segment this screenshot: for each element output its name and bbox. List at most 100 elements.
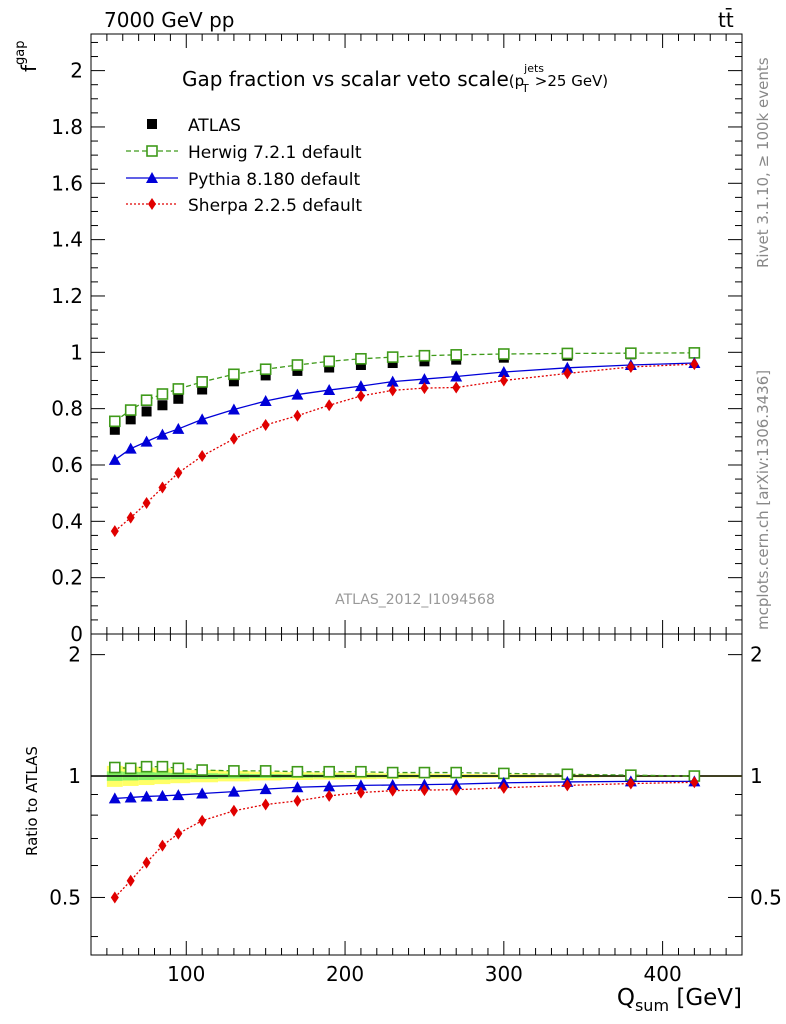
sherpa-point <box>110 525 119 538</box>
y-tick-label: 1.6 <box>51 171 83 195</box>
herwig-ratio-point <box>418 766 431 779</box>
legend-label: Sherpa 2.2.5 default <box>188 196 362 216</box>
sherpa-ratio-point <box>356 786 365 799</box>
sherpa-point <box>452 381 461 394</box>
analysis-watermark: ATLAS_2012_I1094568 <box>335 592 495 608</box>
pythia-point <box>172 422 185 434</box>
sherpa-ratio-point <box>174 827 183 840</box>
herwig-point <box>196 376 208 388</box>
sherpa-ratio-point <box>158 839 167 852</box>
legend-marker <box>146 172 158 183</box>
pythia-ratio-point <box>323 780 336 792</box>
pythia-point <box>259 395 272 407</box>
herwig-ratio-point <box>109 761 121 774</box>
pythia-point <box>227 403 240 415</box>
y-axis-title: fgap <box>13 40 41 72</box>
herwig-point <box>323 355 335 368</box>
herwig-ratio-point <box>291 765 304 778</box>
pythia-ratio-point <box>140 790 153 802</box>
herwig-ratio-point <box>156 760 169 773</box>
pythia-point <box>140 435 153 447</box>
sherpa-ratio-point <box>229 804 238 817</box>
atlas-point <box>228 376 239 387</box>
herwig-point <box>140 394 153 406</box>
y-tick-label: 0 <box>70 622 83 646</box>
herwig-point <box>124 404 137 416</box>
herwig-point <box>228 368 240 381</box>
y-tick-label: 0.8 <box>51 397 83 421</box>
pythia-ratio-point <box>196 787 209 799</box>
sherpa-ratio-point <box>293 794 302 807</box>
sherpa-point <box>174 466 183 479</box>
herwig-ratio-point <box>259 765 272 777</box>
chart-title: Gap fraction vs scalar veto scale(pjets T… <box>182 62 608 95</box>
pythia-point <box>291 388 304 400</box>
pythia-point <box>124 442 137 454</box>
sherpa-ratio-point <box>626 777 635 790</box>
herwig-ratio-point <box>228 765 240 777</box>
y-tick-label: 1.4 <box>51 228 83 252</box>
pythia-point <box>386 375 399 387</box>
herwig-point <box>172 383 185 395</box>
y-tick-label: 0.2 <box>51 566 83 590</box>
x-tick-label: 400 <box>644 962 682 986</box>
sherpa-point <box>420 382 429 395</box>
atlas-point <box>324 362 335 373</box>
pythia-ratio-point <box>227 785 240 797</box>
ratio-axis-title: Ratio to ATLAS <box>23 746 41 856</box>
atlas-point <box>197 384 208 395</box>
x-axis-title: Qsum [GeV] <box>617 985 742 1015</box>
y-tick-label: 1.2 <box>51 284 83 308</box>
herwig-point <box>688 347 701 359</box>
atlas-point <box>355 359 366 370</box>
herwig-ratio-point <box>140 760 153 773</box>
ratio-tick-label-right: 2 <box>750 643 763 667</box>
sherpa-point <box>690 358 699 371</box>
y-tick-label: 0.6 <box>51 453 83 477</box>
ratio-tick-label-right: 0.5 <box>750 885 782 909</box>
herwig-point <box>386 351 399 363</box>
legend-label: Pythia 8.180 default <box>188 170 361 190</box>
sherpa-point <box>563 367 572 380</box>
pythia-point <box>497 366 510 378</box>
herwig-ratio-point <box>355 765 367 778</box>
pythia-point <box>156 428 169 440</box>
pythia-ratio-point <box>354 779 367 791</box>
y-tick-label: 2 <box>70 59 83 83</box>
herwig-point <box>498 348 510 360</box>
atlas-point <box>157 400 168 411</box>
pythia-ratio-point <box>450 778 463 790</box>
sherpa-point <box>158 481 167 494</box>
pythia-point <box>323 384 336 396</box>
x-tick-label: 100 <box>167 962 205 986</box>
y-tick-label: 0.4 <box>51 509 83 533</box>
x-tick-label: 200 <box>326 962 364 986</box>
sherpa-point <box>261 418 270 431</box>
herwig-point <box>625 347 637 359</box>
sherpa-line <box>114 363 695 532</box>
sherpa-point <box>325 399 334 412</box>
sherpa-ratio-point <box>261 798 270 811</box>
pythia-ratio-point <box>386 779 399 791</box>
sherpa-ratio-point <box>563 779 572 792</box>
legend-label: Herwig 7.2.1 default <box>188 143 362 163</box>
atlas-point <box>109 424 120 435</box>
ratio-tick-label: 0.5 <box>49 885 81 909</box>
herwig-point <box>418 349 431 362</box>
herwig-ratio-point <box>450 766 462 779</box>
herwig-point <box>156 388 169 400</box>
pythia-ratio-point <box>259 783 272 795</box>
legend-label: ATLAS <box>188 116 241 136</box>
sherpa-ratio-point <box>499 781 508 794</box>
sherpa-ratio-point <box>110 891 119 904</box>
herwig-point <box>109 415 121 428</box>
herwig-point <box>291 359 304 371</box>
sherpa-point <box>198 449 207 462</box>
sherpa-ratio-point <box>198 814 207 827</box>
atlas-point <box>141 406 152 417</box>
pythia-ratio-point <box>156 789 169 801</box>
pythia-point <box>354 380 367 392</box>
sherpa-point <box>293 409 302 422</box>
herwig-ratio-point <box>386 766 399 779</box>
